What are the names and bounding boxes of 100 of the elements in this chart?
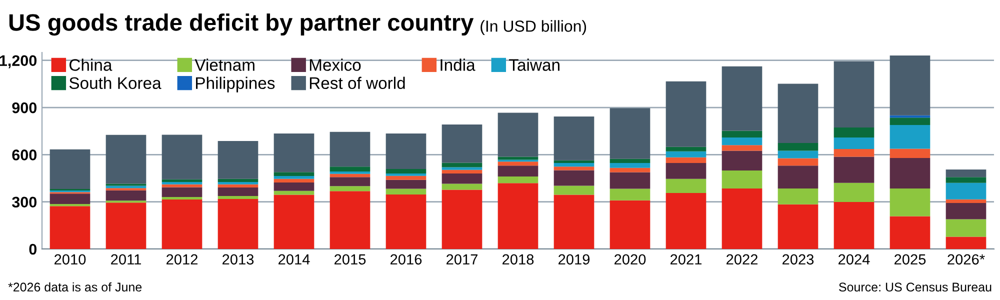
bar (50, 206, 90, 249)
x-tick-label: 2013 (222, 254, 254, 265)
bar (498, 112, 538, 157)
bar (834, 202, 874, 249)
x-tick-label: 2015 (334, 254, 366, 265)
bar (162, 187, 202, 197)
x-tick-label: 2016 (390, 254, 422, 265)
bar (666, 178, 706, 194)
x-tick-label: 2017 (446, 254, 478, 265)
bar (610, 172, 650, 189)
bar (666, 146, 706, 152)
legend-label: Vietnam (194, 58, 254, 71)
bar (106, 202, 146, 249)
bar (442, 167, 482, 170)
bar (722, 138, 762, 146)
text: *2026 data is as of June (8, 282, 142, 292)
bar (50, 194, 90, 204)
legend-label: South Korea (69, 76, 162, 90)
bar (610, 188, 650, 200)
bar (106, 134, 146, 184)
bar (162, 179, 202, 182)
bar (330, 132, 370, 167)
bar (834, 138, 874, 150)
bar (666, 157, 706, 164)
bar (946, 177, 986, 183)
y-tick-label: 0 (29, 244, 37, 255)
bar (890, 118, 930, 125)
bar (330, 186, 370, 192)
bar (162, 196, 202, 200)
chart-title: US goods trade deficit by partner country (9, 14, 474, 36)
bar (890, 124, 930, 149)
bar (666, 193, 706, 249)
bar (498, 166, 538, 177)
x-tick-label: 2021 (670, 254, 702, 265)
chart-subtitle: (In USD billion) (480, 20, 586, 35)
source-note: Source: US Census Bureau (839, 282, 992, 292)
bar (610, 168, 650, 172)
bar (274, 190, 314, 195)
bar (330, 174, 370, 178)
bar (946, 182, 986, 200)
bar (50, 149, 90, 189)
bar (946, 169, 986, 178)
bar (554, 163, 594, 167)
legend-label: Philippines (196, 76, 275, 92)
bar (218, 178, 258, 182)
bar (442, 162, 482, 168)
bar (554, 166, 594, 170)
bar (666, 151, 706, 158)
bar (442, 184, 482, 190)
bar (274, 172, 314, 176)
bar (834, 156, 874, 183)
bar (834, 149, 874, 157)
bar (386, 194, 426, 249)
bar (834, 182, 874, 202)
x-tick-label: 2026* (948, 254, 985, 265)
bar (330, 177, 370, 186)
bar (442, 170, 482, 174)
legend-label: Rest of world (310, 76, 405, 90)
x-tick-label: 2018 (502, 254, 534, 265)
bar (498, 162, 538, 166)
bar (890, 148, 930, 158)
bar (890, 115, 930, 118)
bar (274, 133, 314, 172)
bar (778, 150, 818, 158)
bar (330, 191, 370, 249)
bar (442, 174, 482, 184)
bar (778, 84, 818, 144)
x-tick-label: 2020 (614, 254, 646, 265)
x-tick-label: 2012 (166, 254, 198, 265)
y-tick-label: 300 (12, 196, 37, 208)
bar (946, 202, 986, 220)
x-tick-label: 2010 (54, 254, 86, 265)
bar (274, 182, 314, 191)
bar (554, 194, 594, 249)
bar (218, 199, 258, 249)
bar (386, 168, 426, 174)
bar (498, 183, 538, 249)
bar (498, 156, 538, 160)
bar (778, 166, 818, 188)
bar (946, 199, 986, 203)
x-tick-label: 2025 (894, 254, 926, 265)
x-tick-label: 2022 (726, 254, 758, 265)
bar (778, 143, 818, 151)
x-tick-label: 2019 (558, 254, 590, 265)
legend-label: Taiwan (509, 58, 560, 71)
bar (554, 186, 594, 195)
bar (834, 61, 874, 128)
bar (722, 145, 762, 151)
bar (610, 108, 650, 159)
bar (722, 150, 762, 171)
bar (162, 134, 202, 180)
bar (722, 170, 762, 188)
bar (666, 163, 706, 179)
bar (106, 190, 146, 201)
bar (890, 188, 930, 216)
bar (386, 188, 426, 194)
bar (722, 130, 762, 138)
x-tick-label: 2023 (782, 254, 814, 265)
bar (610, 158, 650, 164)
y-tick-label: 600 (12, 150, 37, 160)
